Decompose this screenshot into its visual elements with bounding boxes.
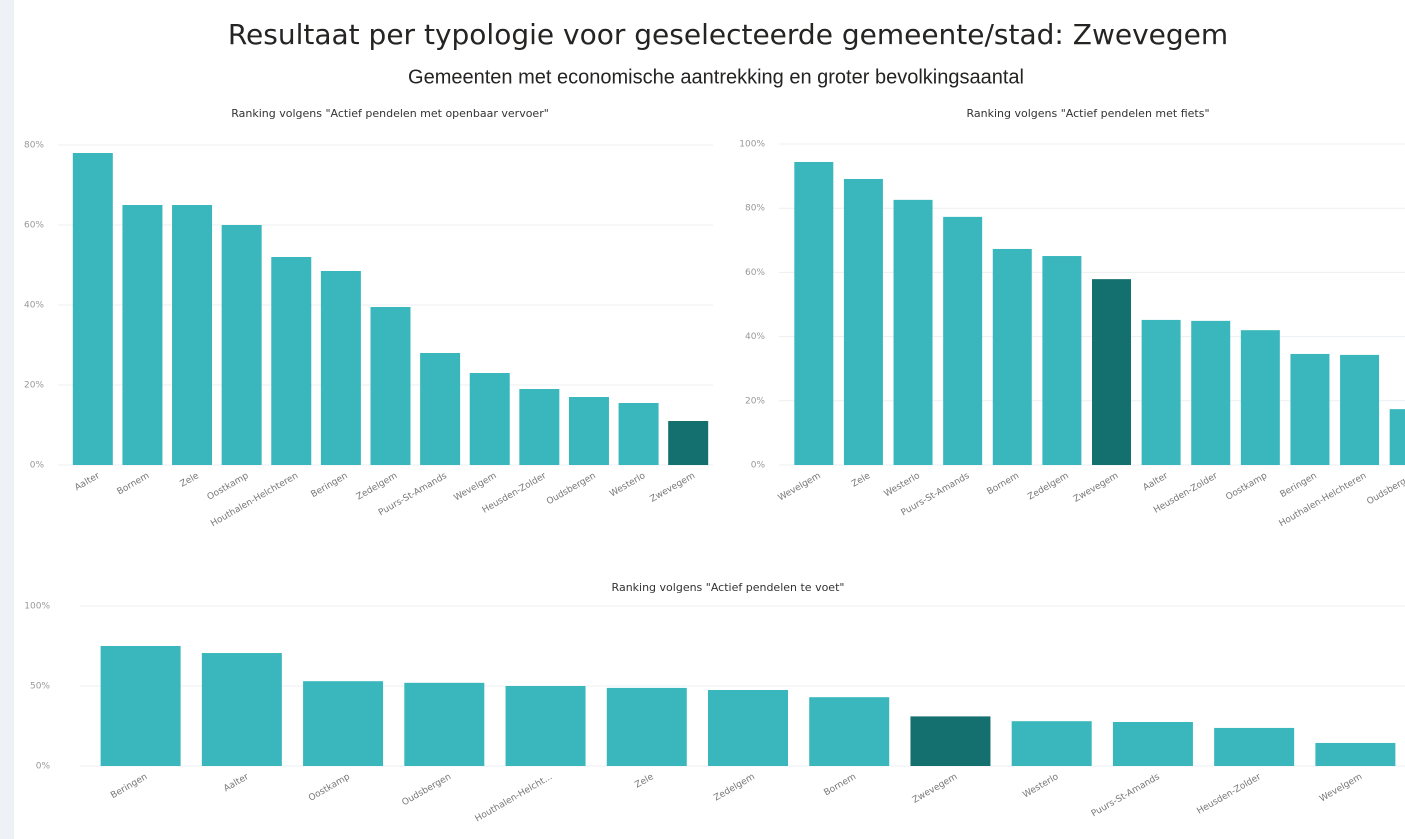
bar xyxy=(943,216,983,465)
bar xyxy=(201,653,282,766)
bar xyxy=(1290,353,1330,465)
bar xyxy=(1240,330,1280,465)
y-tick-label: 40% xyxy=(745,332,765,342)
bar xyxy=(568,397,609,465)
y-tick-label: 0% xyxy=(751,461,766,471)
bar xyxy=(420,353,461,465)
bar xyxy=(1214,727,1295,766)
bar xyxy=(370,307,411,465)
bar xyxy=(303,681,384,766)
bar xyxy=(794,161,834,465)
y-tick-label: 100% xyxy=(24,602,50,612)
y-tick-label: 60% xyxy=(24,221,44,231)
bar xyxy=(1092,279,1131,465)
bar xyxy=(992,248,1032,465)
bar xyxy=(1042,256,1082,465)
y-tick-label: 40% xyxy=(24,301,44,311)
y-tick-label: 80% xyxy=(745,204,765,214)
chart-title: Ranking volgens "Actief pendelen te voet… xyxy=(612,581,845,594)
page-title: Resultaat per typologie voor geselecteer… xyxy=(228,18,1228,51)
bar xyxy=(606,687,687,766)
bar xyxy=(1389,409,1405,465)
y-tick-label: 0% xyxy=(30,461,45,471)
y-tick-label: 60% xyxy=(745,268,765,278)
bar xyxy=(1011,721,1092,766)
bar xyxy=(505,686,586,766)
bar xyxy=(1340,354,1380,465)
bar xyxy=(404,682,485,766)
bar xyxy=(320,271,361,465)
bar xyxy=(122,205,163,465)
y-tick-label: 0% xyxy=(36,762,51,772)
chart-title: Ranking volgens "Actief pendelen met fie… xyxy=(966,107,1209,120)
bar xyxy=(271,257,312,465)
y-tick-label: 80% xyxy=(24,141,44,151)
y-tick-label: 100% xyxy=(739,140,765,150)
bar xyxy=(708,690,788,766)
page-subtitle: Gemeenten met economische aantrekking en… xyxy=(408,66,1024,88)
bar xyxy=(910,716,991,766)
bar xyxy=(72,153,113,465)
chart-title: Ranking volgens "Actief pendelen met ope… xyxy=(231,107,549,120)
bar xyxy=(100,646,181,766)
bar xyxy=(618,403,659,465)
bar xyxy=(1112,722,1193,766)
y-tick-label: 50% xyxy=(30,682,50,692)
bar xyxy=(1141,319,1181,465)
bar xyxy=(843,178,883,465)
y-tick-label: 20% xyxy=(24,381,44,391)
bar xyxy=(1191,320,1231,465)
bar xyxy=(519,389,560,465)
bar xyxy=(469,373,510,465)
bar xyxy=(1315,742,1396,766)
bar xyxy=(893,199,933,465)
y-tick-label: 20% xyxy=(745,396,765,406)
bar xyxy=(809,697,890,766)
bar xyxy=(668,421,709,465)
bar xyxy=(172,205,213,465)
bar xyxy=(221,225,262,465)
